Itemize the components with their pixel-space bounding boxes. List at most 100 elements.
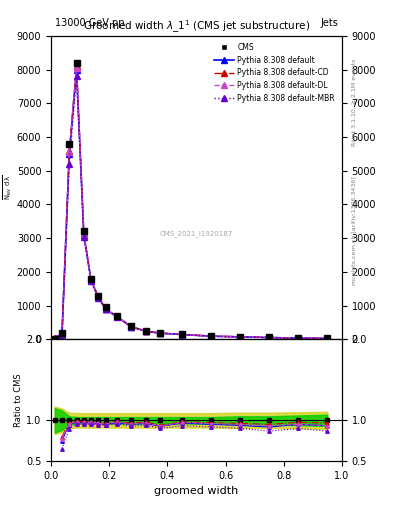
Pythia 8.308 default — [74, 67, 79, 73]
Pythia 8.308 default-DL — [103, 306, 108, 312]
Pythia 8.308 default-CD — [143, 328, 148, 334]
CMS — [238, 334, 242, 340]
CMS — [325, 335, 330, 342]
Pythia 8.308 default — [60, 331, 64, 337]
Pythia 8.308 default-MBR — [143, 328, 148, 334]
Line: Pythia 8.308 default-MBR: Pythia 8.308 default-MBR — [52, 74, 330, 342]
Pythia 8.308 default-MBR — [52, 335, 57, 341]
Pythia 8.308 default-MBR — [238, 334, 242, 340]
Pythia 8.308 default-MBR — [158, 330, 163, 336]
Pythia 8.308 default — [103, 306, 108, 312]
Pythia 8.308 default — [325, 335, 330, 342]
Pythia 8.308 default — [52, 335, 57, 341]
Pythia 8.308 default-CD — [129, 323, 134, 329]
CMS — [67, 141, 72, 147]
Pythia 8.308 default-MBR — [209, 333, 213, 339]
Pythia 8.308 default — [158, 330, 163, 336]
Y-axis label: Ratio to CMS: Ratio to CMS — [14, 373, 23, 427]
CMS — [158, 330, 163, 336]
Pythia 8.308 default-MBR — [81, 233, 86, 240]
Pythia 8.308 default-DL — [325, 335, 330, 342]
Line: CMS: CMS — [52, 60, 330, 342]
Pythia 8.308 default-DL — [96, 294, 101, 300]
Text: Jets: Jets — [320, 18, 338, 28]
Pythia 8.308 default — [143, 328, 148, 334]
Pythia 8.308 default — [180, 331, 184, 337]
Pythia 8.308 default-MBR — [114, 314, 119, 320]
Pythia 8.308 default-DL — [180, 331, 184, 337]
Pythia 8.308 default-CD — [158, 330, 163, 336]
Pythia 8.308 default-CD — [209, 333, 213, 339]
Pythia 8.308 default — [89, 278, 94, 284]
CMS — [74, 60, 79, 66]
Pythia 8.308 default — [81, 232, 86, 238]
Pythia 8.308 default — [267, 334, 272, 340]
Pythia 8.308 default-CD — [60, 331, 64, 337]
CMS — [143, 328, 148, 334]
Pythia 8.308 default — [67, 151, 72, 157]
Pythia 8.308 default-DL — [74, 65, 79, 71]
CMS — [81, 228, 86, 234]
Pythia 8.308 default-MBR — [60, 332, 64, 338]
CMS — [296, 335, 301, 341]
Text: Rivet 3.1.10, ≥ 2.1M events: Rivet 3.1.10, ≥ 2.1M events — [352, 59, 357, 146]
Pythia 8.308 default-MBR — [96, 295, 101, 301]
Pythia 8.308 default — [209, 333, 213, 339]
Y-axis label: $\mathregular{\frac{1}{N_{ev}}\,\frac{dN}{d\lambda}}$: $\mathregular{\frac{1}{N_{ev}}\,\frac{dN… — [0, 175, 14, 200]
Pythia 8.308 default-CD — [103, 306, 108, 312]
Pythia 8.308 default-CD — [296, 335, 301, 341]
CMS — [103, 304, 108, 310]
Legend: CMS, Pythia 8.308 default, Pythia 8.308 default-CD, Pythia 8.308 default-DL, Pyt: CMS, Pythia 8.308 default, Pythia 8.308 … — [211, 39, 338, 106]
Pythia 8.308 default-DL — [67, 149, 72, 155]
Pythia 8.308 default — [129, 324, 134, 330]
Pythia 8.308 default-CD — [52, 335, 57, 341]
CMS — [52, 336, 57, 343]
Pythia 8.308 default-DL — [114, 313, 119, 319]
Pythia 8.308 default-DL — [209, 333, 213, 339]
Pythia 8.308 default-DL — [129, 324, 134, 330]
Pythia 8.308 default-CD — [89, 277, 94, 283]
Title: Groomed width $\lambda\_1^1$ (CMS jet substructure): Groomed width $\lambda\_1^1$ (CMS jet su… — [83, 18, 310, 35]
Pythia 8.308 default-MBR — [325, 335, 330, 342]
Pythia 8.308 default-MBR — [296, 335, 301, 341]
Line: Pythia 8.308 default-DL: Pythia 8.308 default-DL — [52, 65, 330, 341]
Text: mcplots.cern.ch [arXiv:1306.3436]: mcplots.cern.ch [arXiv:1306.3436] — [352, 176, 357, 285]
Pythia 8.308 default-DL — [89, 277, 94, 283]
Pythia 8.308 default — [296, 335, 301, 341]
CMS — [96, 292, 101, 298]
Pythia 8.308 default-MBR — [103, 306, 108, 312]
Pythia 8.308 default-MBR — [129, 324, 134, 330]
Pythia 8.308 default — [96, 294, 101, 301]
Pythia 8.308 default-CD — [74, 63, 79, 69]
Pythia 8.308 default-MBR — [180, 332, 184, 338]
Pythia 8.308 default-CD — [81, 230, 86, 236]
Pythia 8.308 default-CD — [96, 294, 101, 300]
Line: Pythia 8.308 default: Pythia 8.308 default — [52, 67, 330, 341]
CMS — [209, 333, 213, 339]
Text: 13000 GeV pp: 13000 GeV pp — [55, 18, 125, 28]
CMS — [89, 275, 94, 282]
Pythia 8.308 default-CD — [67, 147, 72, 154]
Pythia 8.308 default-CD — [114, 313, 119, 319]
CMS — [180, 331, 184, 337]
Pythia 8.308 default-CD — [325, 335, 330, 342]
Pythia 8.308 default-DL — [158, 330, 163, 336]
Pythia 8.308 default-DL — [81, 231, 86, 237]
Pythia 8.308 default-MBR — [267, 334, 272, 340]
Pythia 8.308 default-DL — [52, 335, 57, 341]
Pythia 8.308 default-DL — [60, 331, 64, 337]
Pythia 8.308 default-MBR — [67, 161, 72, 167]
CMS — [129, 323, 134, 329]
CMS — [114, 313, 119, 319]
Pythia 8.308 default-CD — [180, 331, 184, 337]
Pythia 8.308 default-DL — [143, 328, 148, 334]
Pythia 8.308 default-MBR — [89, 279, 94, 285]
Pythia 8.308 default — [114, 313, 119, 319]
Pythia 8.308 default-DL — [238, 334, 242, 340]
CMS — [267, 334, 272, 340]
CMS — [60, 330, 64, 336]
Pythia 8.308 default-CD — [267, 334, 272, 340]
Pythia 8.308 default-DL — [267, 334, 272, 340]
Pythia 8.308 default-MBR — [74, 73, 79, 79]
Pythia 8.308 default — [238, 334, 242, 340]
